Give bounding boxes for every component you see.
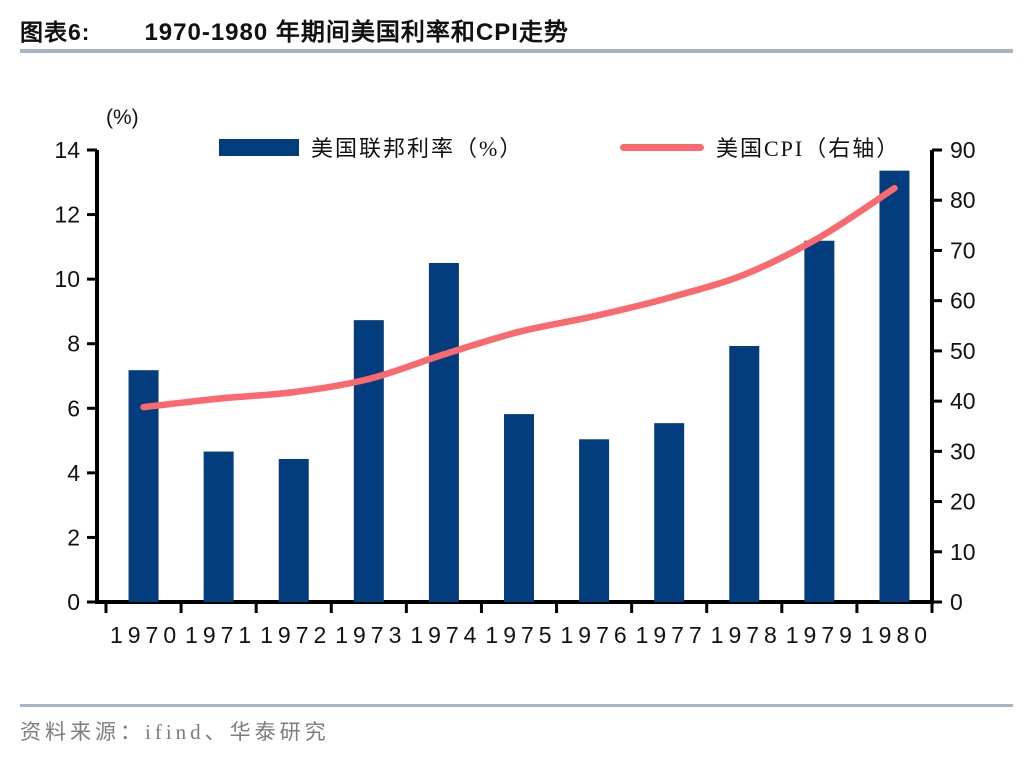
left-axis-tick-label: 0 <box>67 589 80 615</box>
right-axis-tick-label: 50 <box>950 338 976 364</box>
bar-1972 <box>278 458 309 602</box>
left-axis-tick-label: 14 <box>54 137 80 163</box>
line-series-swatch <box>620 143 704 151</box>
bar-1980 <box>879 170 910 603</box>
right-axis-tick-label: 20 <box>950 489 976 515</box>
legend-label-cpi: 美国CPI（右轴） <box>716 136 901 161</box>
left-axis-tick-label: 2 <box>67 524 80 550</box>
right-axis-tick-label: 0 <box>950 589 963 615</box>
x-axis-label-1971: 1971 <box>185 622 256 648</box>
right-axis-tick-label: 40 <box>950 388 976 414</box>
left-axis-unit-label: (%) <box>106 106 139 129</box>
x-axis-label-1970: 1970 <box>110 622 181 648</box>
left-axis-tick-label: 4 <box>67 460 80 486</box>
left-axis-tick-label: 10 <box>54 266 80 292</box>
figure-number: 图表6: <box>20 19 91 45</box>
bar-1976 <box>579 439 610 602</box>
x-axis-label-1979: 1979 <box>786 622 857 648</box>
bar-1975 <box>504 414 534 602</box>
legend-item-cpi: 美国CPI（右轴） <box>620 131 900 163</box>
legend-item-fed-rate: 美国联邦利率（%） <box>219 131 523 163</box>
figure-title: 图表6: 1970-1980 年期间美国利率和CPI走势 <box>20 12 569 47</box>
bar-1979 <box>804 240 835 603</box>
bar-1974 <box>428 263 459 602</box>
x-axis-label-1976: 1976 <box>561 622 632 648</box>
left-axis-tick-label: 12 <box>54 202 80 228</box>
footer-separator <box>20 704 1013 707</box>
x-axis-label-1974: 1974 <box>410 622 481 648</box>
right-axis-tick-label: 60 <box>950 288 976 314</box>
bar-1977 <box>654 423 685 602</box>
right-axis-tick-label: 10 <box>950 539 976 565</box>
source-note: 资料来源：ifind、华泰研究 <box>20 720 330 744</box>
bar-1973 <box>353 320 384 602</box>
legend-label-fed-rate: 美国联邦利率（%） <box>311 136 524 161</box>
bar-series-swatch <box>219 138 299 156</box>
bar-1971 <box>203 451 234 602</box>
right-axis-tick-label: 70 <box>950 237 976 263</box>
x-axis-label-1980: 1980 <box>861 622 932 648</box>
figure-title-text: 1970-1980 年期间美国利率和CPI走势 <box>144 19 569 46</box>
left-axis-tick-label: 8 <box>67 331 80 357</box>
right-axis-tick-label: 30 <box>950 438 976 464</box>
right-axis-tick-label: 90 <box>950 137 976 163</box>
x-axis-label-1975: 1975 <box>485 622 556 648</box>
cpi-line <box>140 184 898 411</box>
x-axis-label-1973: 1973 <box>335 622 406 648</box>
bar-1978 <box>729 345 760 602</box>
right-axis-tick-label: 80 <box>950 187 976 213</box>
x-axis-label-1977: 1977 <box>636 622 707 648</box>
left-axis-tick-label: 6 <box>67 395 80 421</box>
x-axis-label-1972: 1972 <box>260 622 331 648</box>
x-axis-label-1978: 1978 <box>711 622 782 648</box>
title-underline <box>20 49 1013 53</box>
